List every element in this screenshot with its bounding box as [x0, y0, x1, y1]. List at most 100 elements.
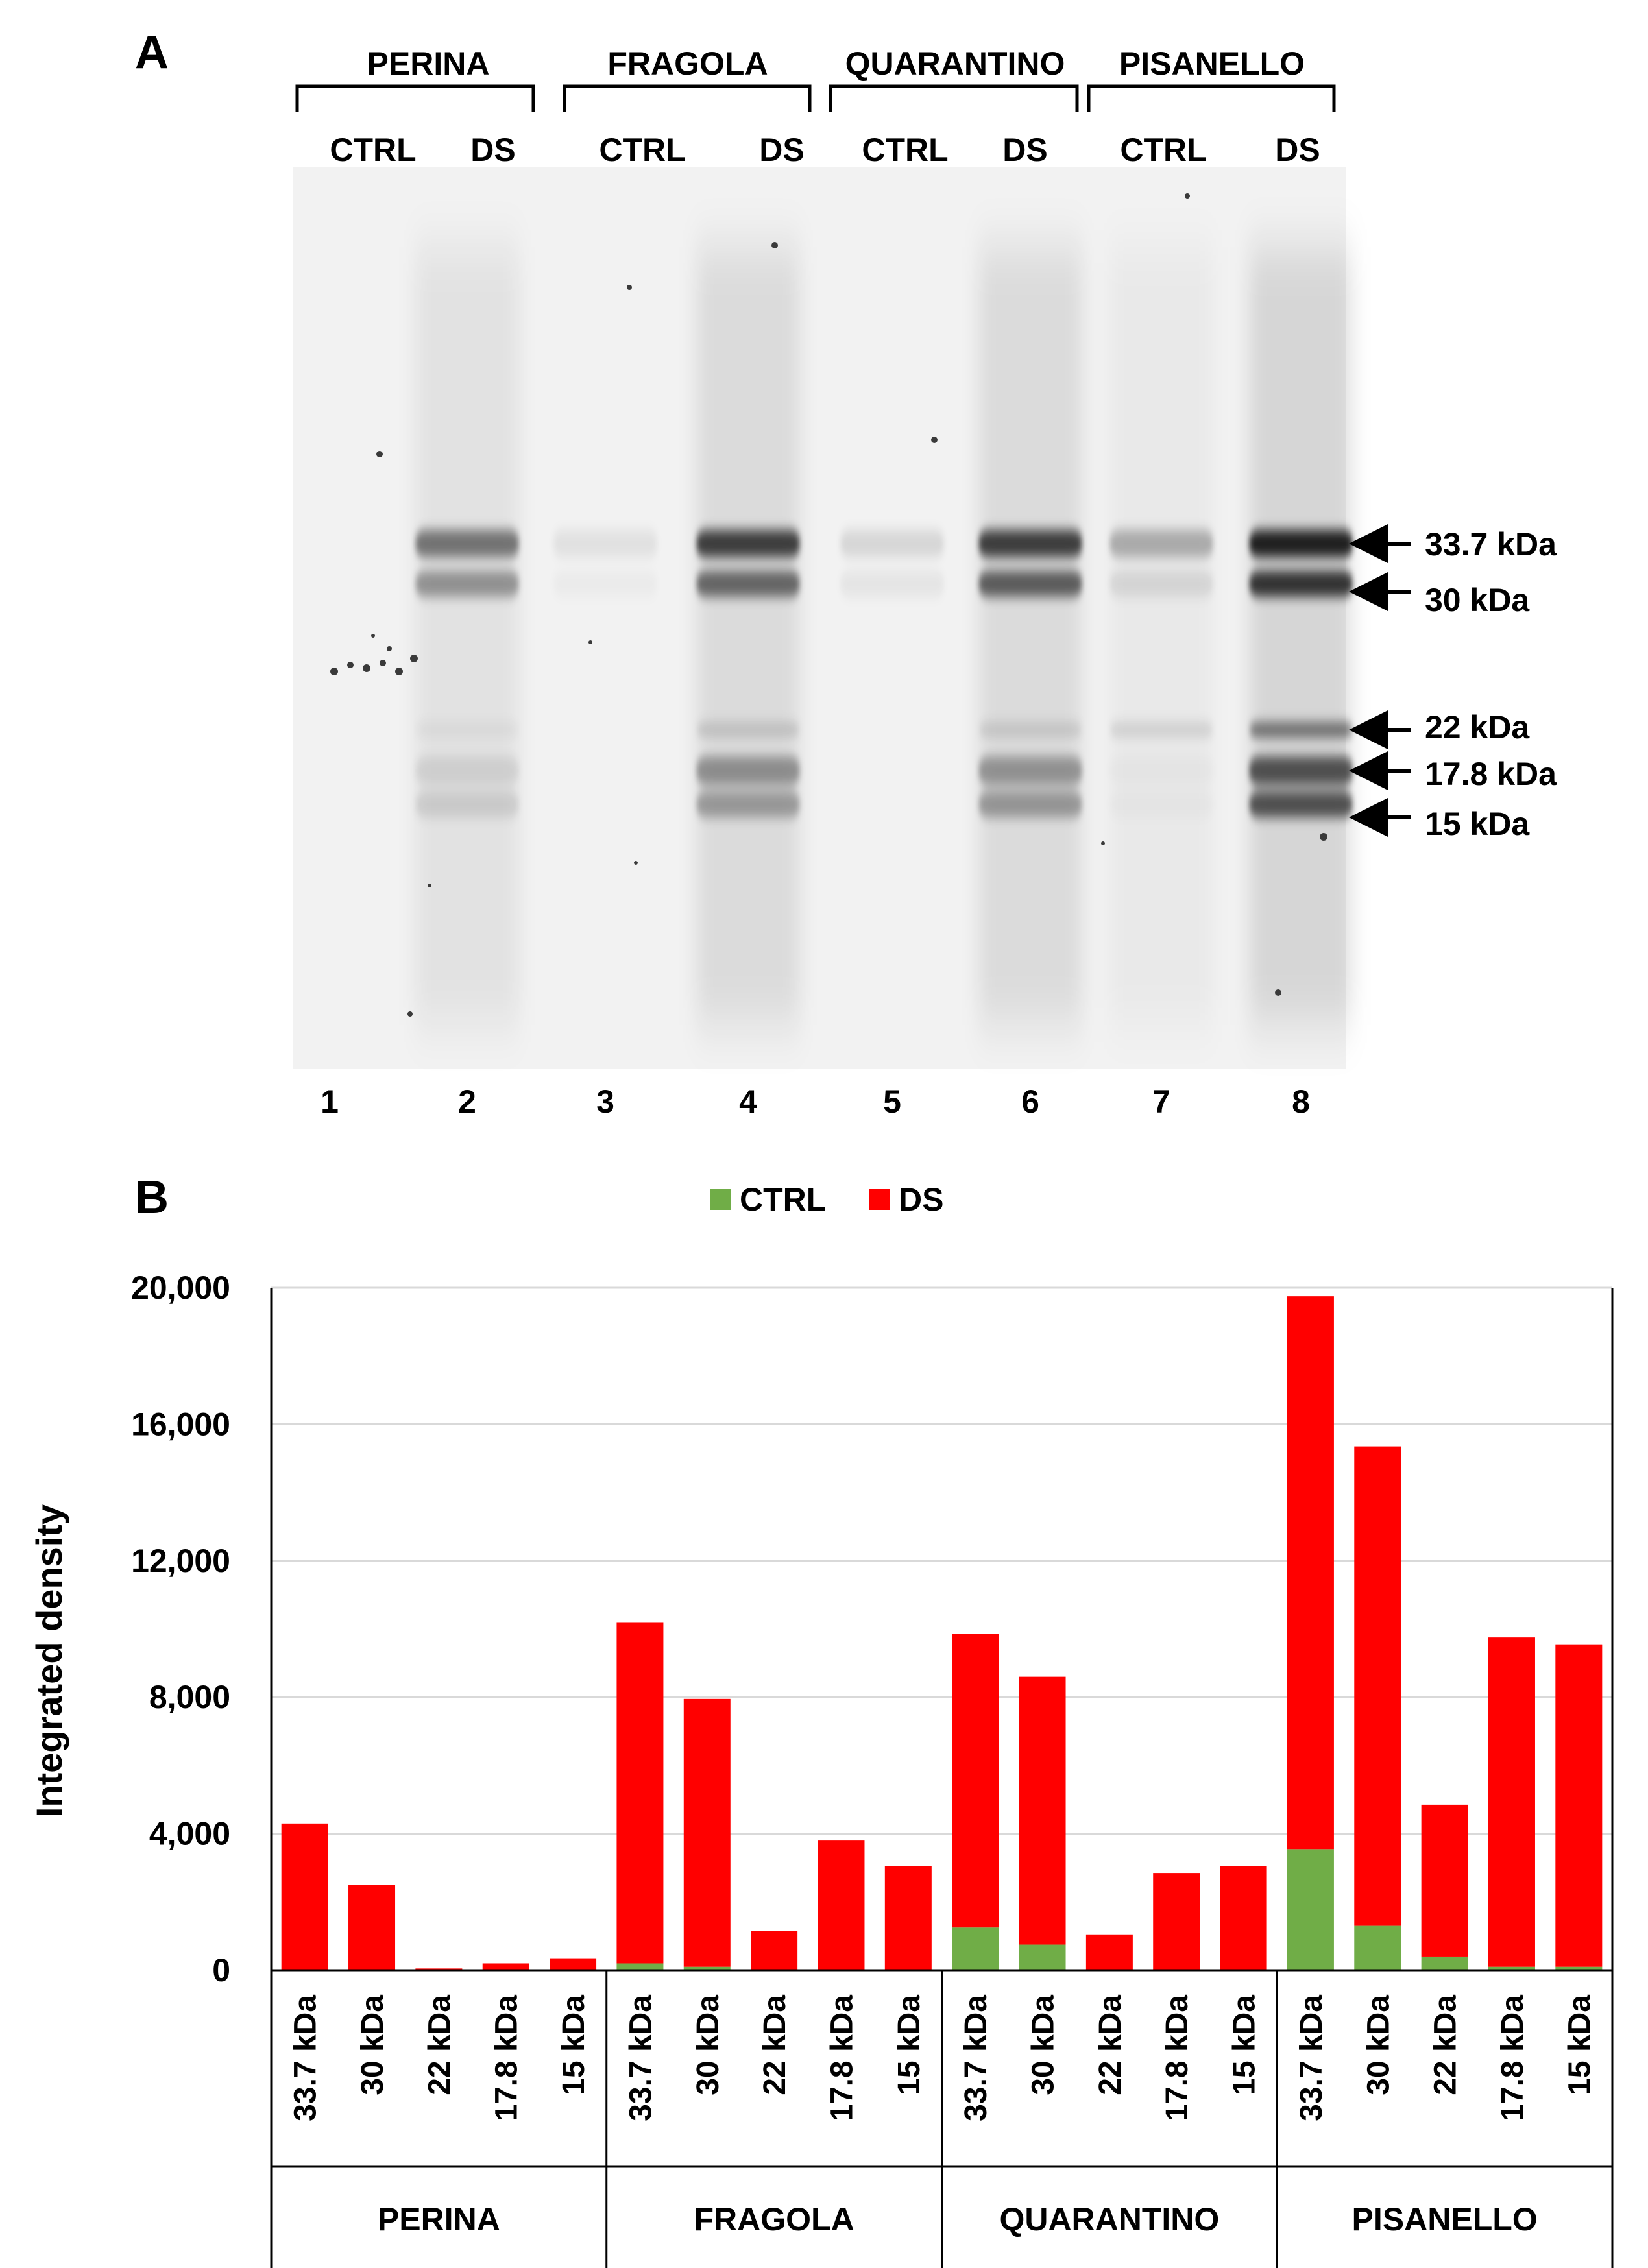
blot-speck — [1275, 989, 1281, 996]
marker-label: 22 kDa — [1425, 709, 1530, 745]
group-label-fragola: FRAGOLA — [607, 45, 768, 82]
marker-30: 30 kDa — [1349, 572, 1530, 618]
marker-22: 22 kDa — [1349, 709, 1530, 749]
marker-33-7: 33.7 kDa — [1349, 524, 1557, 563]
x-tick-label: 15 kDa — [1562, 1995, 1597, 2095]
group-header-fragola: FRAGOLA — [563, 45, 812, 112]
bar-segment-ctrl — [1488, 1966, 1535, 1970]
legend-swatch-ctrl — [710, 1189, 731, 1210]
bar-segment-ds — [348, 1885, 396, 1970]
bar-segment-ds — [1421, 1804, 1468, 1957]
bar-segment-ds — [818, 1840, 865, 1970]
bar-segment-ctrl — [616, 1963, 664, 1970]
bar-segment-ds — [1287, 1296, 1334, 1850]
group-bracket-perina — [295, 84, 535, 112]
blot-smear — [1249, 247, 1353, 1025]
group-header-quarantino: QUARANTINO — [829, 45, 1079, 112]
blot-band — [696, 791, 800, 817]
bar-segment-ds — [1555, 1644, 1603, 1967]
bar-segment-ctrl — [683, 1966, 731, 1970]
blot-band — [696, 530, 800, 557]
blot-speck — [387, 646, 392, 651]
x-tick-label: 33.7 kDa — [1294, 1995, 1329, 2121]
marker-label: 33.7 kDa — [1425, 526, 1557, 562]
blot-speck — [627, 285, 632, 290]
blot-bands — [415, 530, 1353, 817]
lane-condition-labels: CTRL DS CTRL DS CTRL DS CTRL DS — [330, 132, 1320, 168]
blot-band — [1249, 571, 1353, 597]
blot-band — [553, 530, 657, 557]
blot-band — [1249, 530, 1353, 557]
lane-number-3: 3 — [596, 1083, 614, 1120]
bar-segment-ds — [482, 1963, 529, 1970]
lane-condition-5: CTRL — [862, 132, 948, 168]
group-header-pisanello: PISANELLO — [1087, 45, 1336, 112]
blot-image — [293, 167, 1353, 1069]
blot-speck — [1320, 833, 1327, 841]
lane-condition-7: CTRL — [1120, 132, 1206, 168]
blot-band — [1249, 791, 1353, 817]
lane-number-2: 2 — [458, 1083, 476, 1120]
y-tick-label: 4,000 — [149, 1816, 230, 1852]
group-bracket-pisanello — [1087, 84, 1336, 112]
group-label-pisanello: PISANELLO — [1119, 45, 1305, 82]
group-bracket-quarantino — [829, 84, 1079, 112]
x-tick-label: 15 kDa — [1228, 1995, 1262, 2095]
lane-number-1: 1 — [321, 1083, 339, 1120]
lane-number-7: 7 — [1152, 1083, 1170, 1120]
bar-segment-ds — [683, 1698, 731, 1967]
gridlines — [271, 1286, 1612, 1835]
x-tick-label: 33.7 kDa — [289, 1995, 323, 2121]
legend-swatch-ds — [869, 1189, 890, 1210]
lane-condition-2: DS — [470, 132, 515, 168]
blot-band — [978, 530, 1082, 557]
blot-band — [978, 571, 1082, 597]
y-tick-label: 8,000 — [149, 1679, 230, 1715]
blot-band — [553, 571, 657, 597]
blot-band — [1109, 722, 1213, 738]
bar-segment-ds — [616, 1622, 664, 1964]
blot-speck — [634, 861, 638, 865]
blot-speck — [376, 451, 383, 457]
blot-band — [415, 791, 519, 817]
x-tick-label: 22 kDa — [1093, 1995, 1128, 2095]
panel-b: B CTRL DS Integrated density 0 4,000 8,000… — [29, 1172, 1614, 2268]
x-tick-label: 30 kDa — [1026, 1995, 1061, 2095]
blot-band — [1249, 722, 1353, 738]
bar-segment-ds — [281, 1823, 328, 1970]
blot-speck — [410, 655, 418, 662]
x-axis: 33.7 kDa 30 kDa 22 kDa 17.8 kDa 15 kDa 33.7 k… — [270, 1288, 1614, 2268]
blot-band — [840, 530, 944, 557]
blot-speck — [1185, 193, 1190, 199]
blot-speck — [588, 640, 592, 644]
bar-segment-ctrl — [1354, 1925, 1401, 1970]
bar-segment-ds — [1019, 1676, 1066, 1945]
marker-label: 15 kDa — [1425, 806, 1530, 842]
lane-condition-1: CTRL — [330, 132, 416, 168]
blot-speck — [395, 668, 403, 675]
y-tick-label: 0 — [212, 1952, 230, 1988]
x-tick-label: 15 kDa — [557, 1995, 591, 2095]
blot-band — [1109, 791, 1213, 817]
y-tick-label: 16,000 — [131, 1406, 230, 1442]
bar-segment-ctrl — [1555, 1966, 1603, 1970]
blot-speck — [347, 662, 354, 668]
blot-band — [415, 571, 519, 597]
blot-speck — [1101, 841, 1105, 845]
x-tick-label: 15 kDa — [892, 1995, 927, 2095]
bar-segment-ctrl — [1421, 1956, 1468, 1970]
y-tick-label: 12,000 — [131, 1543, 230, 1579]
lane-number-5: 5 — [883, 1083, 901, 1120]
group-label: PISANELLO — [1352, 2201, 1538, 2238]
y-tick-labels: 0 4,000 8,000 12,000 16,000 20,000 — [131, 1270, 230, 1988]
x-tick-label: 30 kDa — [356, 1995, 390, 2095]
x-tick-label: 30 kDa — [1361, 1995, 1396, 2095]
x-tick-label: 17.8 kDa — [1160, 1995, 1194, 2121]
group-header-perina: PERINA — [295, 45, 535, 112]
blot-smears — [415, 247, 1353, 1025]
x-tick-label: 17.8 kDa — [1496, 1995, 1530, 2121]
x-tick-label: 17.8 kDa — [490, 1995, 524, 2121]
y-axis-title: Integrated density — [29, 1504, 69, 1817]
blot-speck — [380, 660, 386, 666]
